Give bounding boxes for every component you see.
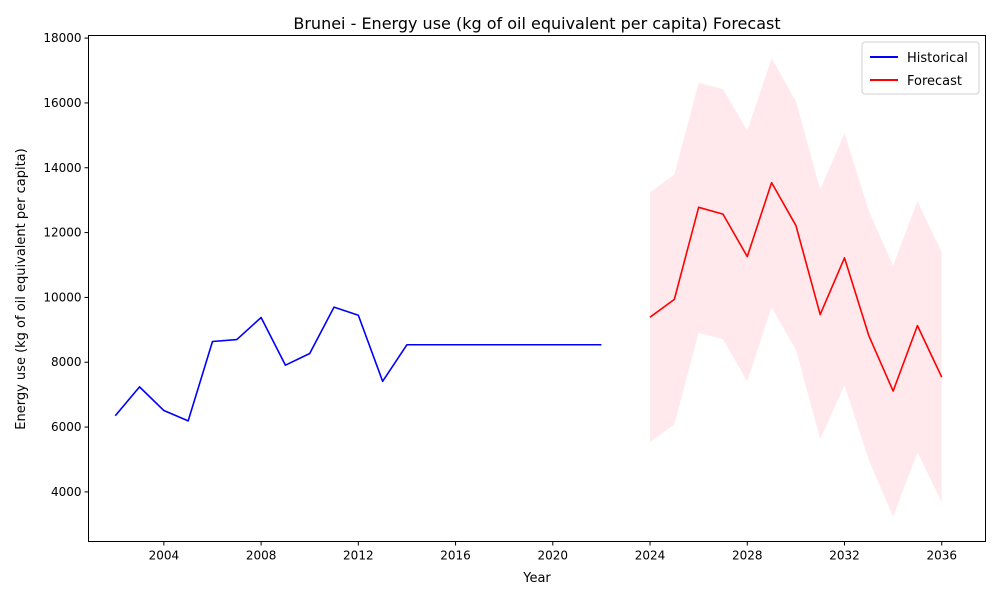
axes-frame xyxy=(88,35,986,542)
chart-title: Brunei - Energy use (kg of oil equivalen… xyxy=(293,14,780,33)
x-tick-label: 2020 xyxy=(538,549,569,563)
x-tick-label: 2016 xyxy=(440,549,471,563)
y-axis-label: Energy use (kg of oil equivalent per cap… xyxy=(14,148,29,429)
x-tick-label: 2008 xyxy=(246,549,277,563)
y-axis: 4000 6000 8000 10000 12000 14000 16000 18000 xyxy=(43,31,89,499)
y-tick-label: 12000 xyxy=(43,226,81,240)
y-tick-label: 14000 xyxy=(43,161,81,175)
y-tick-label: 18000 xyxy=(43,31,81,45)
forecast-confidence-band xyxy=(650,58,942,517)
y-tick-label: 16000 xyxy=(43,96,81,110)
legend-historical-label: Historical xyxy=(907,51,968,66)
x-tick-label: 2012 xyxy=(343,549,374,563)
x-axis: 2004 2008 2012 2016 2020 2024 2028 2032 2036 xyxy=(149,541,957,563)
y-tick-label: 6000 xyxy=(51,420,82,434)
legend: Historical Forecast xyxy=(861,41,980,95)
x-tick-label: 2024 xyxy=(635,549,666,563)
x-axis-label: Year xyxy=(522,571,551,586)
historical-series-line xyxy=(114,306,602,422)
x-tick-label: 2004 xyxy=(149,549,180,563)
x-tick-label: 2036 xyxy=(926,549,957,563)
x-tick-label: 2032 xyxy=(829,549,860,563)
y-tick-label: 8000 xyxy=(51,355,82,369)
legend-forecast-label: Forecast xyxy=(907,74,962,89)
x-tick-label: 2028 xyxy=(732,549,763,563)
y-tick-label: 10000 xyxy=(43,290,81,304)
forecast-series-line xyxy=(649,181,943,392)
plot-area xyxy=(114,58,943,517)
y-tick-label: 4000 xyxy=(51,485,82,499)
